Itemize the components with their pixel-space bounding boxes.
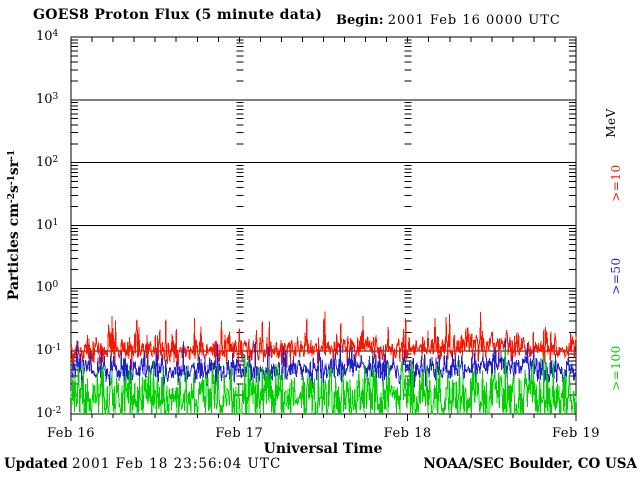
x-tick-label: Feb 16 bbox=[47, 426, 95, 441]
units-label: MeV bbox=[604, 108, 618, 138]
y-tick-label: 10-2 bbox=[36, 406, 62, 421]
series-label-ge10: >=10 bbox=[609, 164, 623, 202]
begin-timestamp: Begin: 2001 Feb 16 0000 UTC bbox=[336, 13, 561, 28]
x-tick-label: Feb 19 bbox=[552, 426, 600, 441]
y-tick-label: 104 bbox=[36, 29, 59, 44]
y-tick-label: 102 bbox=[36, 154, 59, 170]
series-label-ge50: >=50 bbox=[609, 257, 623, 295]
x-tick-label: Feb 18 bbox=[383, 426, 432, 441]
begin-value: 2001 Feb 16 0000 UTC bbox=[387, 13, 561, 28]
agency-credit: NOAA/SEC Boulder, CO USA bbox=[423, 456, 637, 472]
y-tick-label: 101 bbox=[36, 217, 59, 233]
updated-value: 2001 Feb 18 23:56:04 UTC bbox=[71, 456, 282, 472]
chart-title: GOES8 Proton Flux (5 minute data) bbox=[33, 7, 323, 23]
x-tick-label: Feb 17 bbox=[215, 426, 264, 441]
x-axis-title: Universal Time bbox=[263, 441, 383, 457]
updated-label: Updated bbox=[4, 456, 68, 472]
y-tick-label: 10-1 bbox=[36, 343, 62, 359]
begin-label: Begin: bbox=[336, 13, 384, 28]
series-line-ge10 bbox=[70, 311, 577, 371]
updated-timestamp: Updated 2001 Feb 18 23:56:04 UTC bbox=[4, 456, 281, 472]
series-label-ge100: >=100 bbox=[609, 345, 623, 391]
series-line-ge100 bbox=[70, 346, 577, 416]
y-tick-label: 103 bbox=[36, 91, 59, 107]
y-tick-label: 100 bbox=[36, 280, 59, 296]
